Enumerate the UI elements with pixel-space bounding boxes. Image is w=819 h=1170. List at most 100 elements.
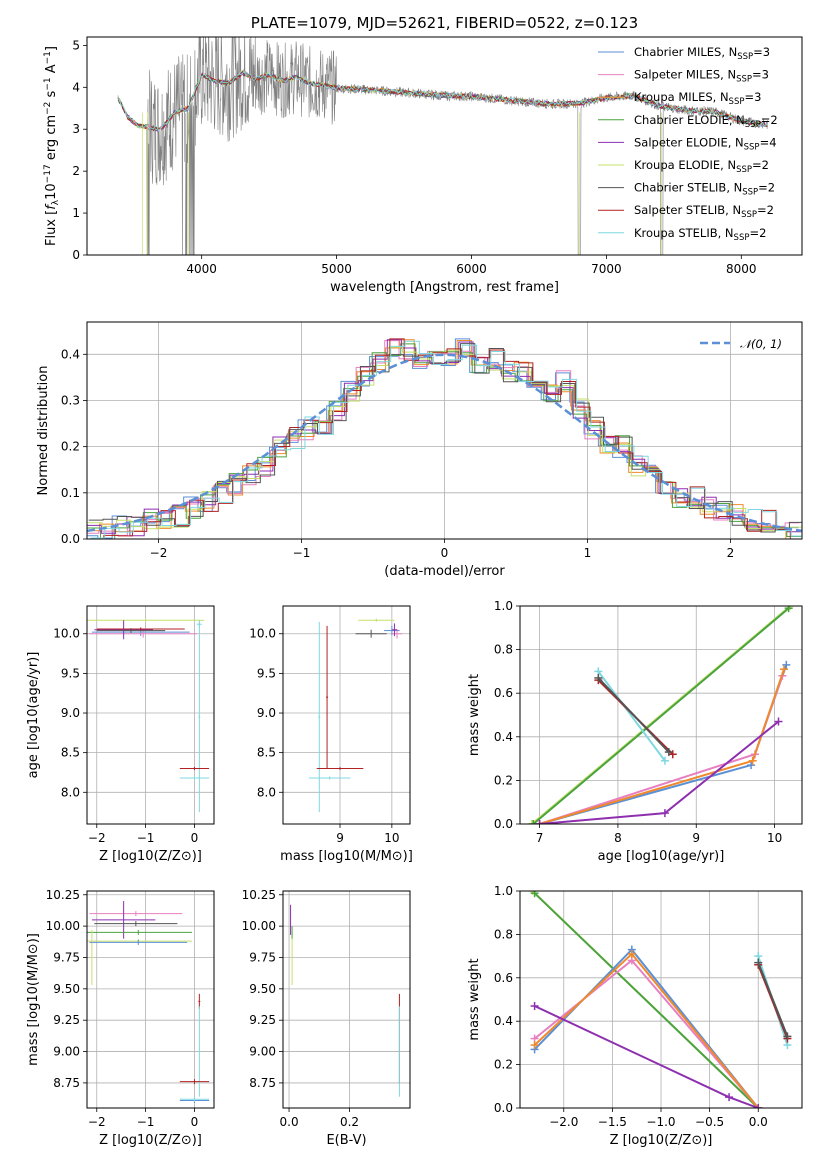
x-tick-label: 5000	[321, 262, 352, 276]
y-tick-label: 0.0	[494, 817, 513, 831]
y-tick-label: 0.8	[494, 927, 513, 941]
legend-entry: Salpeter MILES, NSSP=3	[634, 68, 769, 85]
histograms	[87, 338, 802, 539]
histogram-step	[87, 346, 802, 532]
errorbars	[87, 901, 210, 1103]
x-tick-label: 10	[384, 831, 399, 845]
legend-entry: Chabrier MILES, NSSP=3	[634, 45, 770, 62]
y-tick-label: 0.2	[61, 440, 80, 454]
weight-series-line	[597, 677, 670, 753]
y-tick-label: 10.25	[46, 888, 80, 902]
age_vs_Z-panel: −2 −1 0 8.0 8.5 9.0 9.5 10.0 Z [log10(Z/Z⊙)] age …	[26, 605, 215, 864]
x-tick-label: 2	[727, 546, 735, 560]
weight-series-line	[597, 670, 666, 762]
y-tick-label: 0.4	[494, 1014, 513, 1028]
axes-frame	[282, 605, 411, 825]
x-tick-label: 0.2	[340, 1115, 359, 1129]
model-series-line	[117, 71, 768, 132]
x-axis-label: (data-model)/error	[384, 564, 505, 579]
y-axis-label: mass weight	[467, 958, 482, 1040]
y-tick-label: 0.1	[61, 486, 80, 500]
y-tick-label: 0.6	[494, 971, 513, 985]
spectrum-panel: PLATE=1079, MJD=52621, FIBERID=0522, z=0…	[43, 14, 803, 295]
y-tick-label: 0.4	[61, 347, 80, 361]
y-tick-label: 8.75	[53, 1076, 80, 1090]
normal-curve	[87, 353, 802, 533]
x-tick-label: 0	[191, 831, 199, 845]
x-tick-label: 4000	[186, 262, 217, 276]
legend-entry: Salpeter ELODIE, NSSP=4	[634, 135, 777, 152]
y-tick-label: 10.00	[242, 919, 276, 933]
legend-entry: Kroupa ELODIE, NSSP=2	[634, 158, 769, 175]
x-tick-label: −1.0	[646, 1115, 675, 1129]
legend-entry: 𝒩(0, 1)	[740, 337, 782, 351]
axes-frame	[86, 890, 215, 1109]
y-tick-label: 8.0	[257, 785, 276, 799]
mass_vs_ebv-panel: 0.0 0.2 8.75 9.00 9.25 9.50 9.75 10.00 10.25 E(B-…	[242, 888, 411, 1148]
x-tick-label: 7000	[591, 262, 622, 276]
y-axis-label: mass weight	[467, 674, 482, 756]
x-axis-label: mass [log10(M/M⊙)]	[280, 849, 413, 864]
mass_vs_Z-panel: −2 −1 0 8.75 9.00 9.25 9.50 9.75 10.00 10.25 Z [lo…	[26, 888, 215, 1148]
errorbars	[87, 618, 210, 813]
x-axis-label: Z [log10(Z/Z⊙)]	[99, 1133, 202, 1148]
axes-frame	[86, 36, 803, 256]
y-tick-label: 9.0	[257, 706, 276, 720]
y-tick-label: 9.5	[257, 666, 276, 680]
y-tick-label: 9.00	[249, 1045, 276, 1059]
x-tick-label: 8	[614, 831, 622, 845]
x-tick-label: 0	[191, 1115, 199, 1129]
x-tick-label: −2	[88, 831, 106, 845]
y-tick-label: 8.75	[249, 1076, 276, 1090]
y-tick-label: 9.50	[53, 982, 80, 996]
histogram-step	[90, 340, 802, 539]
x-tick-label: −2.0	[549, 1115, 578, 1129]
y-tick-label: 0.8	[494, 643, 513, 657]
x-tick-label: −1.5	[598, 1115, 627, 1129]
x-tick-label: 9	[336, 831, 344, 845]
y-tick-label: 9.50	[249, 982, 276, 996]
y-tick-label: 9.5	[61, 666, 80, 680]
residuals-panel: −2 −1 0 1 2 0.0 0.1 0.2 0.3 0.4 (data-model)/error…	[36, 321, 803, 579]
legend-entry: Chabrier STELIB, NSSP=2	[634, 181, 775, 198]
spectrum-lines	[117, 37, 769, 255]
weight-series-line	[532, 607, 790, 824]
x-tick-label: −2	[88, 1115, 106, 1129]
x-axis-label: age [log10(age/yr)]	[598, 849, 725, 864]
y-tick-label: 3	[72, 122, 80, 136]
weight-series-line	[533, 892, 759, 1108]
x-axis-label: E(B-V)	[326, 1133, 366, 1148]
weight_vs_Z-panel: −2.0 −1.5 −1.0 −0.5 0.0 0.0 0.2 0.4 0.6 0.8 1.0 Z […	[467, 884, 803, 1148]
chart-title: PLATE=1079, MJD=52621, FIBERID=0522, z=0…	[251, 14, 638, 32]
x-tick-label: 10	[767, 831, 782, 845]
x-tick-label: −2	[150, 546, 168, 560]
histogram-step	[89, 338, 802, 539]
weight_vs_age-panel: 7 8 9 10 0.0 0.2 0.4 0.6 0.8 1.0 age [log10(age/yr…	[467, 599, 803, 864]
errorbars	[290, 904, 400, 1097]
y-tick-label: 10.00	[46, 919, 80, 933]
y-tick-label: 1	[72, 206, 80, 220]
y-tick-label: 0.2	[494, 773, 513, 787]
y-tick-label: 0.0	[494, 1101, 513, 1115]
y-axis-label: Flux [fλ10−17 erg cm−2 s−1 A−1]	[43, 46, 61, 246]
x-tick-label: 6000	[456, 262, 487, 276]
legend-entry: Chabrier ELODIE, NSSP=2	[634, 113, 778, 130]
legend-entry: Kroupa STELIB, NSSP=2	[634, 226, 766, 243]
axes-frame	[86, 605, 215, 825]
weight-lines	[527, 606, 795, 824]
y-tick-label: 1.0	[494, 884, 513, 898]
histogram-step	[87, 339, 802, 537]
y-tick-label: 8.5	[257, 746, 276, 760]
y-tick-label: 0.0	[61, 532, 80, 546]
x-tick-label: 0	[441, 546, 449, 560]
y-tick-label: 1.0	[494, 599, 513, 613]
y-tick-label: 9.75	[249, 950, 276, 964]
x-tick-label: 0.0	[749, 1115, 768, 1129]
y-tick-label: 2	[72, 164, 80, 178]
y-axis-label: mass [log10(M/M⊙)]	[26, 933, 41, 1066]
y-tick-label: 0.4	[494, 730, 513, 744]
legend-entry: Kroupa MILES, NSSP=3	[634, 90, 761, 107]
y-tick-label: 10.25	[242, 888, 276, 902]
y-tick-label: 0.3	[61, 393, 80, 407]
x-tick-label: 9	[692, 831, 700, 845]
